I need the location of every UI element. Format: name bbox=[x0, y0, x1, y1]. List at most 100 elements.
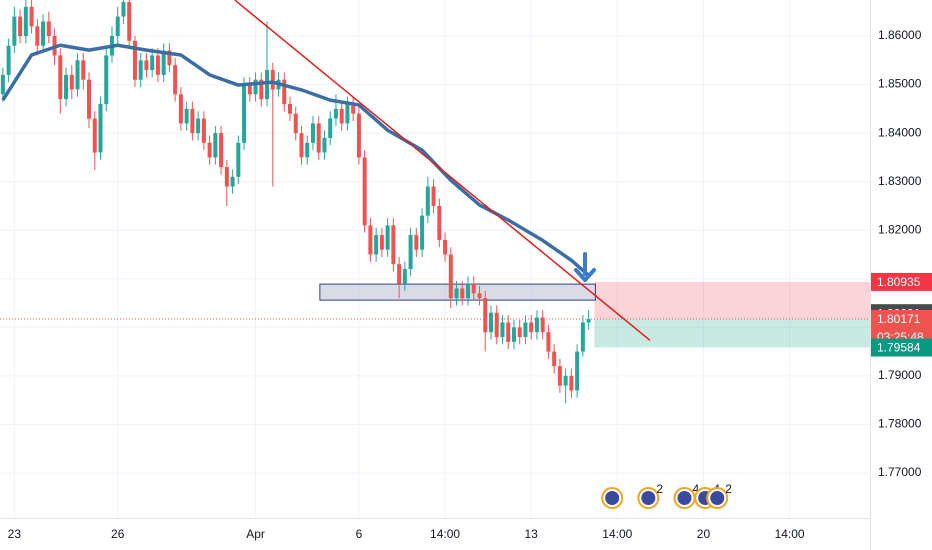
candles bbox=[0, 0, 591, 404]
candle-body bbox=[201, 118, 206, 143]
candle-body bbox=[351, 103, 356, 114]
candle-body bbox=[534, 317, 539, 333]
candle-body bbox=[230, 176, 235, 187]
candle-body bbox=[402, 269, 407, 284]
candle-body bbox=[523, 322, 528, 338]
candle-body bbox=[196, 118, 201, 134]
candle-body bbox=[420, 215, 425, 250]
candle-body bbox=[288, 103, 292, 114]
price-tag-label: 1.80935 bbox=[877, 275, 921, 289]
candle-body bbox=[431, 186, 436, 206]
candle-body bbox=[41, 21, 46, 46]
x-tick-label: Apr bbox=[246, 527, 265, 541]
candle-body bbox=[190, 108, 195, 134]
candle-body bbox=[46, 21, 51, 37]
candle-body bbox=[362, 157, 367, 226]
candle-body bbox=[121, 2, 126, 17]
candle-body bbox=[345, 103, 350, 124]
price-tag-label: 1.79584 bbox=[877, 341, 921, 355]
candle-body bbox=[397, 264, 402, 284]
candle-body bbox=[242, 84, 247, 143]
candle-body bbox=[282, 79, 287, 104]
candle-body bbox=[517, 327, 522, 338]
candle-body bbox=[540, 317, 545, 333]
down-arrow bbox=[574, 252, 596, 282]
price-tag-label: 1.80171 bbox=[877, 312, 921, 326]
x-tick-label: 6 bbox=[356, 527, 363, 541]
y-tick-label: 1.86000 bbox=[878, 28, 922, 42]
candle-body bbox=[494, 312, 499, 338]
y-tick-label: 1.79000 bbox=[878, 368, 922, 382]
y-tick-label: 1.78000 bbox=[878, 417, 922, 431]
candle-body bbox=[150, 55, 155, 71]
candle-body bbox=[368, 225, 373, 255]
candle-body bbox=[552, 351, 557, 367]
candle-body bbox=[144, 60, 149, 71]
candle-body bbox=[437, 205, 442, 240]
trendline bbox=[234, 0, 651, 341]
candle-body bbox=[219, 133, 224, 168]
candle-body bbox=[460, 288, 465, 299]
y-tick-label: 1.85000 bbox=[878, 77, 922, 91]
y-tick-label: 1.83000 bbox=[878, 174, 922, 188]
candle-body bbox=[546, 332, 551, 352]
candle-body bbox=[454, 288, 459, 299]
candle-body bbox=[184, 108, 189, 124]
candle-body bbox=[339, 108, 344, 124]
lines: 2442 bbox=[0, 0, 870, 509]
y-tick-label: 1.84000 bbox=[878, 125, 922, 139]
candle-body bbox=[6, 45, 11, 75]
axes: 1.770001.780001.790001.800001.810001.820… bbox=[8, 28, 932, 541]
candle-body bbox=[305, 142, 310, 158]
candle-body bbox=[557, 366, 562, 386]
candle-body bbox=[132, 40, 137, 80]
candle-body bbox=[414, 235, 419, 250]
candle-body bbox=[104, 55, 109, 104]
x-tick-label: 26 bbox=[111, 527, 125, 541]
candle-body bbox=[293, 113, 298, 134]
candle-body bbox=[167, 50, 172, 66]
candle-body bbox=[563, 375, 568, 386]
grid bbox=[0, 0, 870, 518]
candle-body bbox=[236, 142, 241, 177]
candle-body bbox=[265, 70, 270, 100]
candle-body bbox=[138, 60, 143, 80]
event-icon bbox=[677, 491, 692, 505]
candle-body bbox=[161, 50, 166, 75]
candle-body bbox=[247, 84, 252, 95]
candle-body bbox=[488, 312, 493, 333]
candle-body bbox=[173, 65, 178, 95]
candle-body bbox=[569, 375, 574, 391]
candle-body bbox=[379, 235, 384, 250]
candle-body bbox=[270, 70, 275, 90]
candle-body bbox=[87, 79, 92, 119]
candle-body bbox=[322, 137, 327, 153]
candle-body bbox=[529, 322, 534, 333]
candle-body bbox=[81, 60, 86, 80]
x-tick-label: 14:00 bbox=[775, 527, 805, 541]
candle-body bbox=[299, 133, 304, 158]
candle-body bbox=[506, 322, 511, 342]
x-tick-label: 13 bbox=[525, 527, 539, 541]
candle-body bbox=[259, 79, 264, 100]
candle-body bbox=[23, 6, 28, 37]
candle-body bbox=[575, 351, 580, 391]
event-icon bbox=[641, 491, 656, 505]
arrow-head bbox=[574, 268, 596, 282]
candle-body bbox=[115, 16, 120, 37]
candle-body bbox=[586, 319, 591, 323]
event-count: 2 bbox=[656, 482, 663, 496]
candle-body bbox=[448, 254, 453, 299]
candle-body bbox=[500, 322, 505, 338]
event-count: 2 bbox=[725, 482, 732, 496]
candle-body bbox=[18, 16, 23, 37]
candle-body bbox=[466, 283, 471, 299]
candle-body bbox=[224, 167, 229, 187]
candle-body bbox=[207, 142, 212, 158]
candle-body bbox=[75, 60, 80, 90]
candle-body bbox=[35, 26, 40, 46]
candle-body bbox=[213, 133, 218, 158]
